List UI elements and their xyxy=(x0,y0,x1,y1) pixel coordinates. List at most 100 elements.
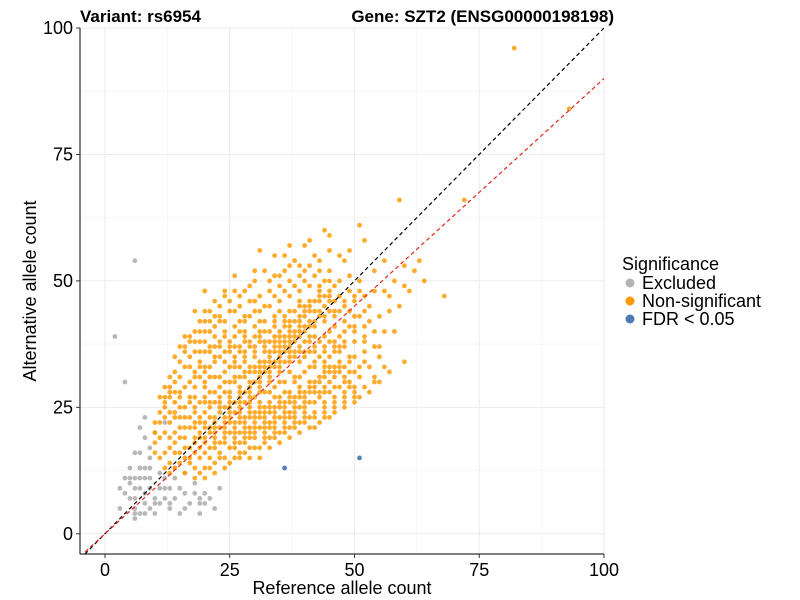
data-point xyxy=(212,344,218,349)
data-point xyxy=(227,410,233,415)
data-point xyxy=(162,430,168,435)
data-point xyxy=(297,374,302,380)
data-point xyxy=(162,384,168,390)
data-point xyxy=(282,425,287,430)
data-point xyxy=(182,425,188,430)
data-point xyxy=(317,293,322,299)
data-point xyxy=(202,399,208,405)
data-point xyxy=(277,399,282,405)
data-point xyxy=(327,293,332,299)
data-point xyxy=(347,288,352,294)
data-point xyxy=(342,399,347,405)
series-non-significant xyxy=(152,45,572,481)
data-point xyxy=(162,399,168,405)
data-point xyxy=(307,379,312,385)
data-point xyxy=(392,278,397,284)
data-point xyxy=(197,496,203,501)
data-point xyxy=(302,399,307,405)
data-point xyxy=(262,318,267,324)
data-point xyxy=(262,415,267,420)
data-point xyxy=(302,308,307,314)
data-point xyxy=(342,344,347,349)
data-point xyxy=(222,435,228,441)
data-point xyxy=(247,430,253,435)
data-point xyxy=(232,359,238,365)
data-point xyxy=(352,354,357,360)
data-point xyxy=(372,288,377,294)
data-point xyxy=(297,344,302,349)
data-point xyxy=(262,430,267,435)
x-tick-label: 0 xyxy=(100,560,110,580)
data-point xyxy=(247,404,253,410)
data-point xyxy=(337,359,342,365)
data-point xyxy=(197,318,203,324)
data-point xyxy=(182,470,188,476)
data-point xyxy=(167,485,173,491)
data-point xyxy=(227,308,233,314)
data-point xyxy=(322,344,327,349)
identity-reference-line xyxy=(84,28,604,554)
data-point xyxy=(122,490,128,496)
data-point xyxy=(197,339,203,344)
data-point xyxy=(347,359,352,365)
data-point xyxy=(312,253,317,258)
data-point xyxy=(227,344,233,349)
data-point xyxy=(152,430,158,435)
data-point xyxy=(247,344,253,349)
data-point xyxy=(282,288,287,294)
data-point xyxy=(217,410,223,415)
data-point xyxy=(237,318,243,324)
data-point xyxy=(237,303,243,309)
data-point xyxy=(252,369,258,375)
data-point xyxy=(292,349,297,355)
data-point xyxy=(352,339,357,344)
data-point xyxy=(292,415,297,420)
data-point xyxy=(262,420,267,425)
data-point xyxy=(282,268,287,274)
data-point xyxy=(287,435,292,441)
data-point xyxy=(242,369,248,375)
data-point xyxy=(162,450,168,456)
data-point xyxy=(307,318,312,324)
data-point xyxy=(347,324,352,329)
data-point xyxy=(197,399,203,405)
data-point xyxy=(192,339,198,344)
data-point xyxy=(272,318,277,324)
data-point xyxy=(282,339,287,344)
data-point xyxy=(327,369,332,375)
data-point xyxy=(222,455,228,461)
data-point xyxy=(337,364,342,370)
data-point xyxy=(252,324,258,329)
data-point xyxy=(272,404,277,410)
data-point xyxy=(222,379,228,385)
data-point xyxy=(332,369,337,375)
data-point xyxy=(292,394,297,400)
data-point xyxy=(227,420,233,425)
data-point xyxy=(327,364,332,370)
data-point xyxy=(312,308,317,314)
data-point xyxy=(157,435,163,441)
chart-title-gene: Gene: SZT2 (ENSG00000198198) xyxy=(351,7,614,26)
data-point xyxy=(242,430,248,435)
data-point xyxy=(367,389,372,395)
data-point xyxy=(177,359,183,365)
data-point xyxy=(192,308,198,314)
data-point xyxy=(312,379,317,385)
data-point xyxy=(257,384,263,390)
data-point xyxy=(252,268,258,274)
data-point xyxy=(307,415,312,420)
data-point xyxy=(232,324,238,329)
data-point xyxy=(197,349,203,355)
data-point xyxy=(282,334,287,339)
data-point xyxy=(162,415,168,420)
data-point xyxy=(207,404,213,410)
data-point xyxy=(312,364,317,370)
data-point xyxy=(337,308,342,314)
data-point xyxy=(187,354,193,360)
data-point xyxy=(197,415,203,420)
data-point xyxy=(207,455,213,461)
data-point xyxy=(192,475,198,481)
data-point xyxy=(441,293,447,299)
data-point xyxy=(217,339,223,344)
data-point xyxy=(322,364,327,370)
